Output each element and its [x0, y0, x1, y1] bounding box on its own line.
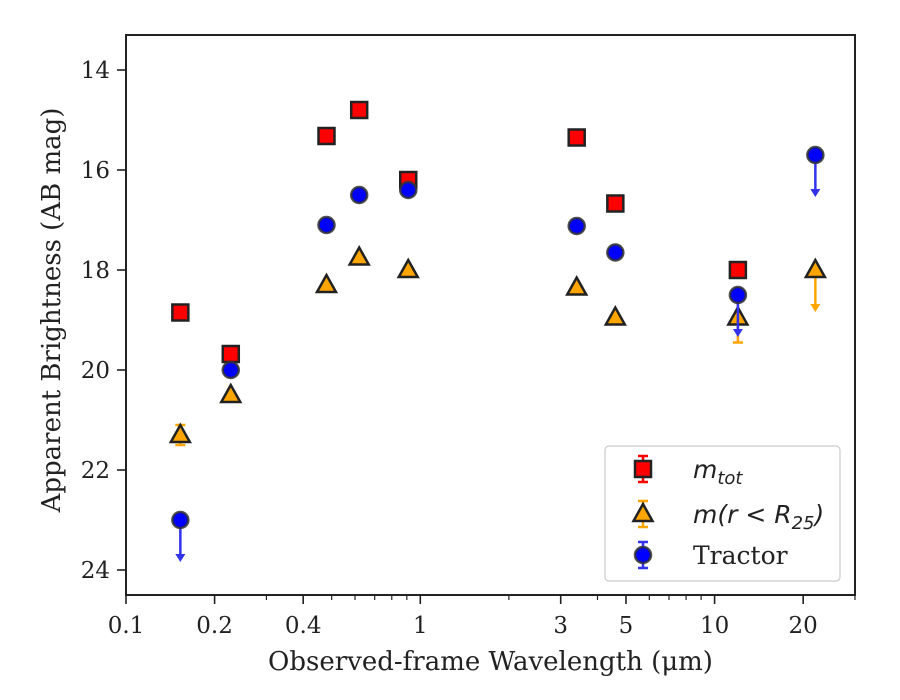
circle-marker	[728, 285, 748, 305]
square-point	[728, 260, 748, 280]
square-marker	[728, 260, 748, 280]
circle-marker	[398, 180, 418, 200]
square-point	[171, 303, 190, 322]
square-marker	[567, 128, 586, 147]
y-axis-label: Apparent Brightness (AB mag)	[37, 108, 67, 514]
square-marker	[171, 303, 190, 322]
upper-limit-arrow-head	[810, 304, 821, 312]
x-tick-label-20: 20	[789, 613, 818, 639]
axis-ticks: 0.1 0.2 0.4 1 3 5 10 20 14 16 18 20 22 24	[81, 58, 856, 639]
circle-point	[806, 145, 825, 197]
circle-marker	[221, 360, 241, 380]
square-marker	[349, 100, 369, 120]
circle-point	[728, 285, 748, 337]
circle-point	[221, 360, 241, 380]
triangle-point	[396, 257, 420, 279]
x-tick-label-0.2: 0.2	[196, 613, 233, 639]
upper-limit-arrow-head	[175, 554, 186, 562]
square-marker	[606, 194, 625, 213]
y-tick-label-20: 20	[81, 358, 110, 384]
legend-entry-triangle: m(r < R25)	[631, 499, 824, 534]
x-tick-label-3: 3	[553, 613, 568, 639]
circle-marker	[606, 243, 625, 262]
legend-label-square: mtot	[693, 455, 743, 489]
legend-label-triangle: m(r < R25)	[693, 500, 824, 534]
square-marker	[221, 344, 241, 364]
plot-frame	[125, 34, 856, 596]
circle-marker	[349, 185, 369, 205]
square-point	[317, 126, 336, 146]
data-markers	[168, 100, 827, 562]
triangle-point	[803, 257, 827, 312]
legend-label-circle: Tractor	[693, 541, 788, 570]
triangle-point	[565, 274, 589, 296]
triangle-marker	[219, 382, 243, 404]
upper-limit-arrow-head	[810, 189, 821, 197]
legend-box	[604, 445, 841, 582]
square-point	[221, 344, 241, 364]
x-axis-label: Observed-frame Wavelength (μm)	[268, 647, 713, 677]
triangle-marker	[396, 257, 420, 279]
circle-marker	[806, 145, 825, 165]
square-point	[349, 100, 369, 120]
circle-point	[567, 216, 586, 236]
x-tick-label-0.4: 0.4	[285, 613, 322, 639]
y-tick-label-18: 18	[81, 258, 110, 284]
square-point	[567, 128, 586, 147]
upper-limit-arrow-head	[732, 329, 743, 337]
triangle-point	[314, 272, 339, 294]
triangle-marker	[347, 244, 371, 266]
circle-marker	[317, 215, 336, 235]
circle-point	[317, 215, 336, 235]
legend-entry-square: mtot	[633, 454, 743, 489]
triangle-marker	[314, 272, 339, 294]
legend-sub: 25	[792, 513, 815, 534]
triangle-point	[219, 382, 243, 404]
y-tick-label-16: 16	[81, 158, 110, 184]
y-tick-label-24: 24	[81, 558, 110, 584]
series-square	[171, 100, 748, 364]
circle-marker	[171, 510, 190, 530]
triangle-point	[603, 304, 627, 326]
square-marker	[317, 126, 336, 146]
legend-main: m(r < R	[693, 500, 792, 529]
series-circle	[171, 145, 825, 562]
series-triangle	[168, 244, 827, 447]
x-tick-label-0.1: 0.1	[108, 613, 145, 639]
triangle-marker	[168, 422, 192, 444]
triangle-marker	[603, 304, 627, 326]
triangle-point	[347, 244, 371, 266]
legend-marker-triangle	[631, 501, 655, 523]
x-tick-label-1: 1	[413, 613, 428, 639]
circle-point	[606, 243, 625, 262]
legend-main: m	[693, 455, 717, 484]
circle-point	[171, 510, 190, 562]
legend: mtot m(r < R25) Tractor	[604, 445, 841, 582]
legend-marker-square	[633, 459, 653, 479]
x-tick-label-10: 10	[700, 613, 729, 639]
triangle-point	[168, 422, 192, 447]
legend-entry-circle: Tractor	[633, 540, 788, 570]
circle-marker	[567, 216, 586, 236]
circle-point	[349, 185, 369, 205]
legend-marker-circle	[633, 545, 653, 565]
x-tick-label-5: 5	[619, 613, 634, 639]
triangle-marker	[803, 257, 827, 279]
triangle-marker	[565, 274, 589, 296]
y-tick-label-14: 14	[81, 58, 110, 84]
square-point	[606, 194, 625, 213]
y-tick-label-22: 22	[81, 458, 110, 484]
circle-point	[398, 180, 418, 200]
legend-end: )	[813, 500, 825, 529]
legend-sub: tot	[717, 468, 743, 489]
